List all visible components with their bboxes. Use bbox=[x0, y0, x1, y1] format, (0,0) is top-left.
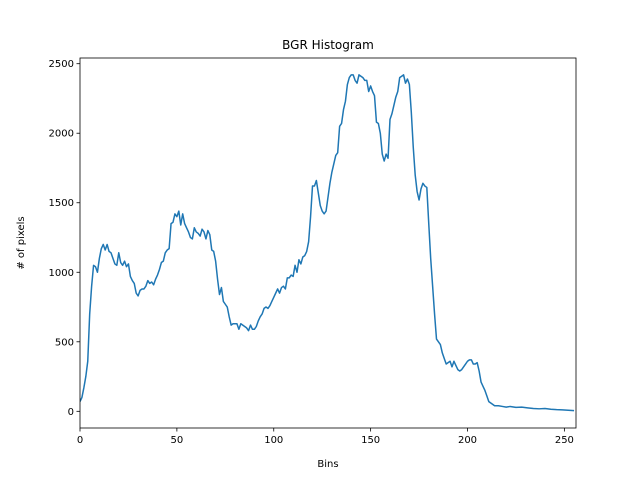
data-line bbox=[80, 74, 575, 412]
y-tick-label: 0 bbox=[68, 407, 74, 418]
x-tick-label: 200 bbox=[458, 435, 477, 446]
x-tick-label: 50 bbox=[171, 435, 184, 446]
x-tick-label: 150 bbox=[361, 435, 380, 446]
x-tick-label: 250 bbox=[555, 435, 574, 446]
y-tick-label: 1500 bbox=[49, 198, 74, 209]
x-tick-label: 0 bbox=[77, 435, 83, 446]
y-tick-label: 1000 bbox=[49, 268, 74, 279]
y-tick-label: 2000 bbox=[49, 129, 74, 140]
y-tick-label: 500 bbox=[55, 337, 74, 348]
y-axis-label: # of pixels bbox=[16, 216, 27, 269]
y-tick-label: 2500 bbox=[49, 59, 74, 70]
x-tick-label: 100 bbox=[264, 435, 283, 446]
plot-frame bbox=[79, 57, 577, 429]
chart-title: BGR Histogram bbox=[282, 38, 374, 52]
x-axis-label: Bins bbox=[317, 459, 338, 470]
